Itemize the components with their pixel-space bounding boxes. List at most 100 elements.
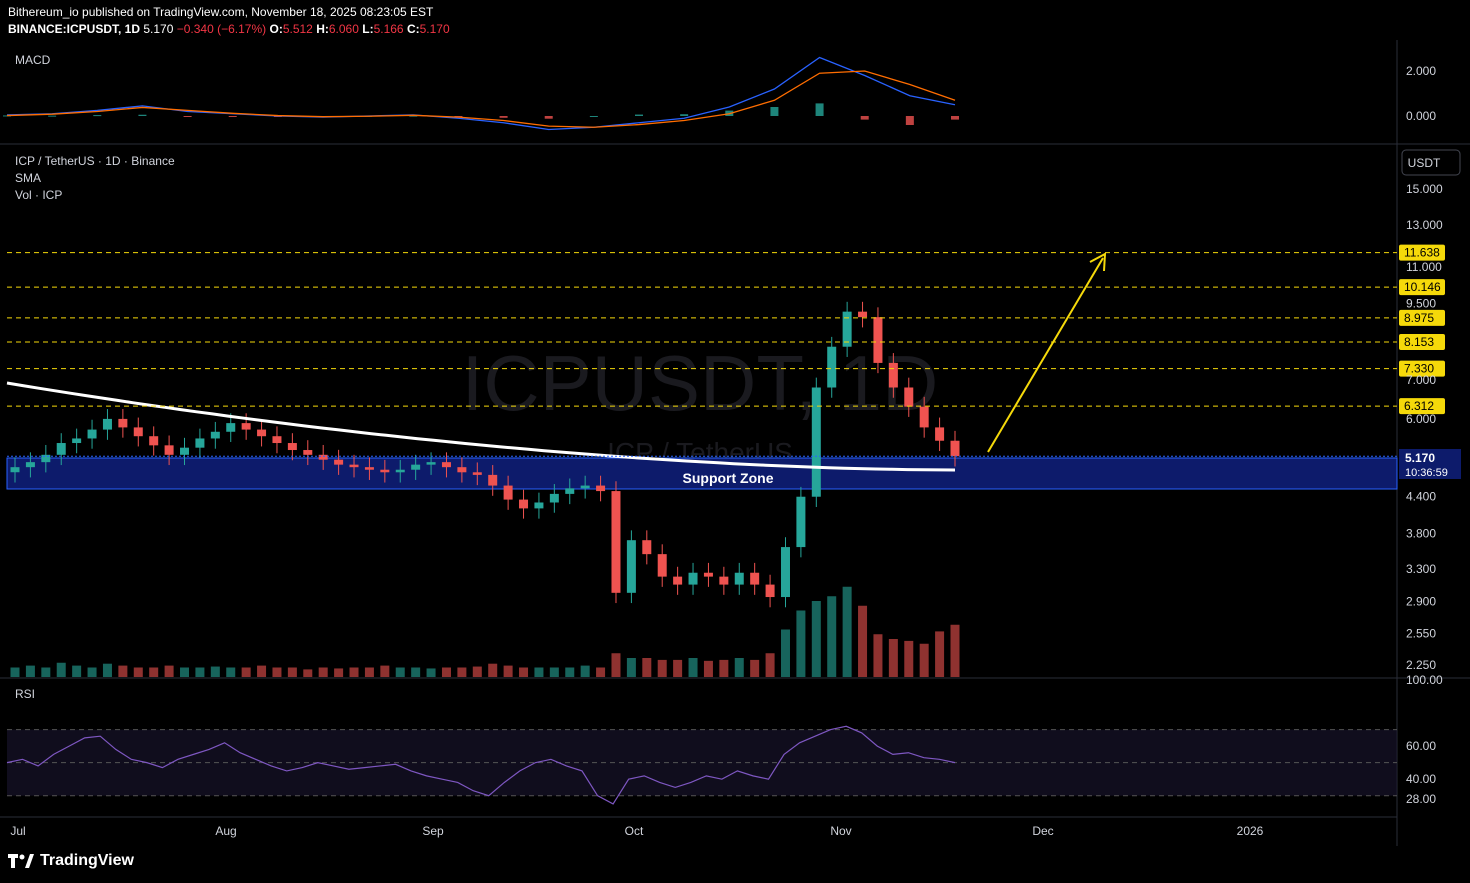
candle-body: [626, 540, 636, 593]
price-tick-label: 9.500: [1406, 297, 1436, 311]
price-tick-label: 7.000: [1406, 373, 1436, 387]
target-arrow[interactable]: [987, 257, 1104, 453]
candle-body: [765, 584, 775, 598]
candles: [6, 301, 960, 608]
candle-body: [734, 572, 744, 585]
candle-body: [334, 459, 344, 465]
tradingview-logo-icon: [8, 854, 34, 868]
candle-body: [657, 554, 667, 577]
macd-tick-label: 2.000: [1406, 64, 1436, 78]
candle-body: [287, 443, 297, 451]
volume-bar: [257, 665, 267, 677]
volume-bar: [626, 658, 636, 677]
candle-body: [56, 443, 66, 455]
volume-bar: [226, 667, 236, 677]
time-tick-label: Dec: [1032, 824, 1053, 838]
watermark-main: ICPUSDT, 1D: [462, 339, 939, 427]
candle-body: [272, 436, 282, 444]
volume-bar: [241, 667, 251, 677]
level-label: 8.975: [1404, 311, 1434, 325]
rsi-tick-label: 100.00: [1406, 673, 1443, 687]
volume-bar: [287, 667, 297, 677]
time-tick-label: Oct: [625, 824, 644, 838]
candle-body: [303, 450, 313, 455]
high-value: 6.060: [328, 22, 359, 36]
close-value: 5.170: [419, 22, 450, 36]
candle-body: [642, 540, 652, 555]
macd-histogram-bar: [48, 115, 57, 117]
price-tick-label: 6.000: [1406, 412, 1436, 426]
candle-body: [349, 464, 359, 468]
candle-body: [703, 572, 713, 577]
level-label: 6.312: [1404, 399, 1434, 413]
axes: 15.000 13.000 11.000 9.500 7.000 6.000 4.400 3.…: [10, 64, 1443, 838]
candle-body: [796, 496, 806, 548]
volume-bar: [904, 640, 914, 677]
volume-bar: [688, 658, 698, 677]
volume-bar: [549, 667, 559, 677]
level-label: 8.153: [1404, 335, 1434, 349]
candle-body: [904, 387, 914, 407]
candle-body: [873, 317, 883, 363]
volume-bar: [180, 667, 190, 677]
macd-histogram-bar: [860, 116, 869, 120]
candle-body: [87, 429, 97, 439]
candle-body: [858, 311, 868, 318]
candle-body: [719, 576, 729, 585]
open-value: 5.512: [282, 22, 313, 36]
price-tick-label: 11.000: [1406, 260, 1442, 274]
last-price: 5.170: [143, 22, 174, 36]
volume-bar: [719, 659, 729, 677]
candle-body: [519, 499, 529, 509]
volume-bar: [657, 659, 667, 677]
time-tick-label: Nov: [830, 824, 851, 838]
macd-histogram-bar: [409, 115, 418, 117]
candle-body: [919, 406, 929, 428]
candle-body: [102, 418, 112, 430]
candle-body: [457, 467, 467, 473]
volume-bar: [334, 668, 344, 677]
candle-body: [611, 491, 621, 593]
candle-body: [811, 387, 821, 497]
tradingview-logo[interactable]: TradingView: [8, 852, 134, 870]
macd-histogram-bar: [680, 114, 689, 116]
volume-bar: [611, 653, 621, 677]
candle-body: [750, 572, 760, 585]
level-label: 11.638: [1404, 246, 1440, 260]
high-label: H:: [316, 22, 329, 36]
rsi-tick-label: 28.00: [1406, 792, 1436, 806]
volume-bar: [118, 665, 128, 677]
target-arrow-head: [1089, 252, 1107, 272]
sma-line: [6, 381, 956, 472]
target-levels: 11.638 10.146 8.975 8.153 7.330 6.312: [7, 244, 1445, 457]
volume-bar: [703, 660, 713, 677]
price-tick-label: 3.800: [1406, 527, 1436, 541]
rsi-tick-label: 40.00: [1406, 772, 1436, 786]
currency-badge-label: USDT: [1408, 156, 1441, 170]
volume-bar: [796, 610, 806, 677]
macd-histogram-bar: [3, 115, 11, 117]
volume-bar: [780, 629, 790, 677]
volume-bar: [580, 665, 590, 677]
volume-bar: [195, 667, 205, 677]
candle-body: [580, 485, 590, 489]
volume-bar: [519, 667, 529, 677]
volume-bar: [919, 643, 929, 677]
currency-badge[interactable]: [1401, 149, 1461, 176]
volume-bar: [534, 667, 544, 677]
macd-histogram-bar: [544, 116, 553, 119]
time-tick-label: Aug: [215, 824, 236, 838]
volume-bar: [426, 668, 436, 677]
price-tick-label: 2.250: [1406, 658, 1436, 672]
volume-bar: [488, 663, 498, 677]
macd-pane: [3, 56, 959, 131]
candle-body: [395, 469, 405, 473]
volume-bar: [272, 667, 282, 677]
low-value: 5.166: [373, 22, 404, 36]
volume-bar: [10, 667, 20, 677]
candle-body: [149, 436, 159, 446]
volume-bar: [395, 667, 405, 677]
volume-bar: [87, 667, 97, 677]
candle-body: [688, 572, 698, 585]
